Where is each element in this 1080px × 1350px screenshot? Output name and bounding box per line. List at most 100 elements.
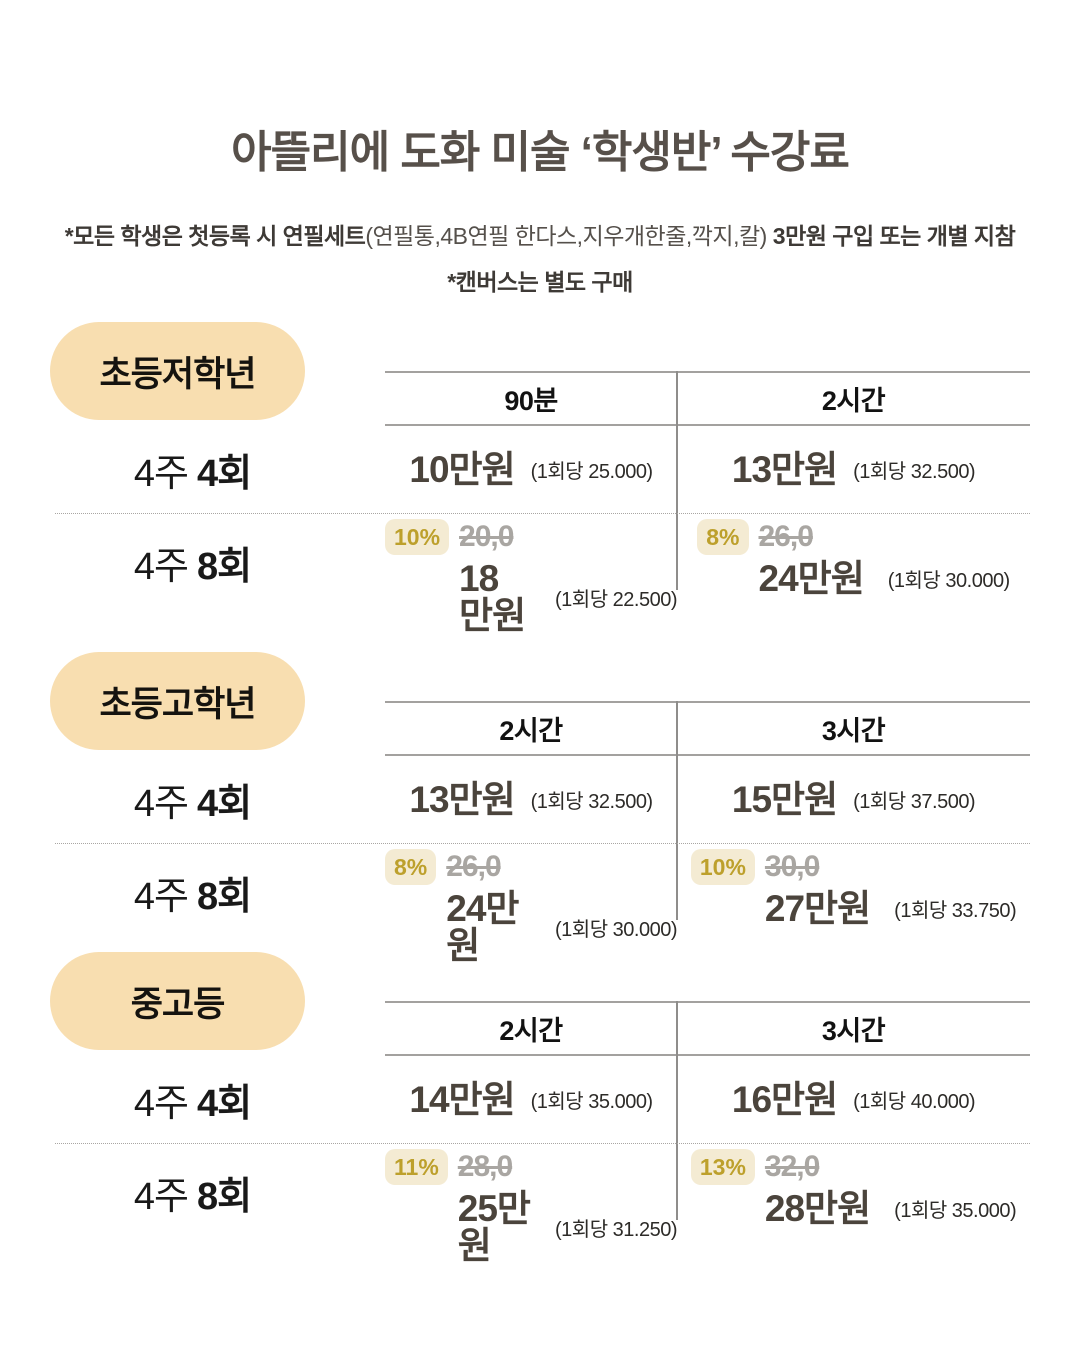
price-value: 24만원 <box>446 888 519 966</box>
column-divider <box>676 371 678 590</box>
per-session-price: (1회당 25.000) <box>530 461 653 483</box>
duration-header-row: 90분 2시간 <box>385 371 1030 426</box>
duration-header-row: 2시간 3시간 <box>385 701 1030 756</box>
original-price: 26,0 <box>758 520 814 553</box>
price-value: 13만원 <box>409 779 515 820</box>
row-label-weeks: 4주 <box>133 875 189 918</box>
per-session-price: (1회당 32.500) <box>853 461 976 483</box>
price-cell: 10만원 (1회당 25.000) <box>385 426 677 513</box>
per-session-price: (1회당 32.500) <box>530 791 653 813</box>
per-session-price: (1회당 37.500) <box>853 791 976 813</box>
discount-badge: 8% <box>385 849 437 885</box>
row-label: 4주 8회 <box>0 844 385 940</box>
price-cell-discounted: 8% 26,0 24만원 (1회당 30.000) <box>385 844 677 964</box>
price-cell: 16만원 (1회당 40.000) <box>677 1056 1030 1143</box>
per-session-price: (1회당 35.000) <box>530 1091 653 1113</box>
discount-badge: 8% <box>697 519 749 555</box>
row-label-count: 8회 <box>197 875 252 918</box>
row-label: 4주 4회 <box>0 756 385 843</box>
row-label: 4주 8회 <box>0 1144 385 1240</box>
row-label-weeks: 4주 <box>133 545 189 588</box>
per-session-price: (1회당 31.250) <box>555 1218 677 1241</box>
column-header-duration: 2시간 <box>821 386 886 416</box>
per-session-price: (1회당 33.750) <box>894 900 1017 922</box>
original-price: 32,0 <box>764 1150 820 1183</box>
page-title: 아뜰리에 도화 미술 ‘학생반’ 수강료 <box>231 128 850 177</box>
row-divider <box>55 1143 1030 1144</box>
row-label: 4주 4회 <box>0 426 385 513</box>
table-row: 4주 8회 8% 26,0 24만원 (1회당 30.000) 10% <box>0 844 1030 964</box>
per-session-price: (1회당 30.000) <box>887 570 1010 592</box>
price-value: 24만원 <box>758 558 865 599</box>
row-divider <box>55 513 1030 514</box>
note-pencil-set-price: 3만원 구입 또는 개별 지참 <box>772 223 1016 249</box>
discount-badge: 13% <box>690 1149 755 1185</box>
note-pencil-set-bold: *모든 학생은 첫등록 시 연필세트 <box>64 223 366 249</box>
table-row: 4주 4회 10만원 (1회당 25.000) 13만원 (1회당 32.500) <box>0 426 1030 513</box>
column-header-duration: 3시간 <box>821 1016 886 1046</box>
row-label: 4주 4회 <box>0 1056 385 1143</box>
discount-badge: 10% <box>385 519 450 555</box>
section-middle-high: 중고등 2시간 3시간 4주 4회 14만원 (1회당 35.000) 16만원 … <box>0 952 1080 1264</box>
original-price: 26,0 <box>446 850 501 883</box>
row-label: 4주 8회 <box>0 514 385 610</box>
row-label-weeks: 4주 <box>133 783 189 825</box>
discount-badge: 10% <box>690 849 755 885</box>
price-value: 14만원 <box>409 1079 515 1120</box>
table-row: 4주 4회 13만원 (1회당 32.500) 15만원 (1회당 37.500) <box>0 756 1030 843</box>
row-label-count: 4회 <box>197 1083 252 1125</box>
price-cell-discounted: 13% 32,0 28만원 (1회당 35.000) <box>677 1144 1030 1240</box>
discount-badge: 11% <box>385 1149 448 1185</box>
price-value: 10만원 <box>409 449 515 490</box>
column-divider <box>676 701 678 920</box>
price-value: 18만원 <box>459 558 526 636</box>
price-cell: 14만원 (1회당 35.000) <box>385 1056 677 1143</box>
price-cell: 13만원 (1회당 32.500) <box>385 756 677 843</box>
price-cell-discounted: 10% 20,0 18만원 (1회당 22.500) <box>385 514 677 634</box>
original-price: 28,0 <box>457 1150 513 1183</box>
per-session-price: (1회당 40.000) <box>853 1091 976 1113</box>
row-label-count: 8회 <box>197 545 252 588</box>
row-label-count: 4회 <box>197 453 252 495</box>
row-label-weeks: 4주 <box>133 1083 189 1125</box>
row-divider <box>55 843 1030 844</box>
price-value: 25만원 <box>457 1188 531 1266</box>
column-header-duration: 3시간 <box>821 716 886 746</box>
row-label-count: 4회 <box>197 783 252 825</box>
row-label-count: 8회 <box>197 1175 252 1218</box>
section-badge: 초등저학년 <box>50 322 305 420</box>
section-badge-label: 중고등 <box>130 984 226 1024</box>
original-price: 30,0 <box>764 850 820 883</box>
price-cell: 15만원 (1회당 37.500) <box>677 756 1030 843</box>
price-value: 15만원 <box>731 779 838 820</box>
row-label-weeks: 4주 <box>133 453 189 495</box>
price-value: 27만원 <box>764 888 871 929</box>
section-badge-label: 초등저학년 <box>99 354 256 394</box>
price-value: 28만원 <box>764 1188 871 1229</box>
table-row: 4주 8회 11% 28,0 25만원 (1회당 31.250) 13% <box>0 1144 1030 1264</box>
section-elementary-lower: 초등저학년 90분 2시간 4주 4회 10만원 (1회당 25.000) 13만… <box>0 322 1080 634</box>
note-canvas: *캔버스는 별도 구매 <box>447 269 633 295</box>
duration-header-row: 2시간 3시간 <box>385 1001 1030 1056</box>
per-session-price: (1회당 35.000) <box>894 1200 1017 1222</box>
column-header-duration: 2시간 <box>499 1016 563 1046</box>
section-badge: 초등고학년 <box>50 652 305 750</box>
note-pencil-set: *모든 학생은 첫등록 시 연필세트(연필통,4B연필 한다스,지우개한줄,깍지… <box>0 217 1080 251</box>
price-cell-discounted: 11% 28,0 25만원 (1회당 31.250) <box>385 1144 677 1264</box>
note-pencil-set-detail: (연필통,4B연필 한다스,지우개한줄,깍지,칼) <box>365 223 767 249</box>
section-elementary-upper: 초등고학년 2시간 3시간 4주 4회 13만원 (1회당 32.500) 15만… <box>0 652 1080 964</box>
price-cell-discounted: 8% 26,0 24만원 (1회당 30.000) <box>677 514 1030 610</box>
price-cell: 13만원 (1회당 32.500) <box>677 426 1030 513</box>
per-session-price: (1회당 22.500) <box>555 588 677 611</box>
column-divider <box>676 1001 678 1220</box>
price-value: 16만원 <box>731 1079 838 1120</box>
price-value: 13만원 <box>731 449 838 490</box>
table-row: 4주 8회 10% 20,0 18만원 (1회당 22.500) 8% <box>0 514 1030 634</box>
table-row: 4주 4회 14만원 (1회당 35.000) 16만원 (1회당 40.000) <box>0 1056 1030 1143</box>
section-badge-label: 초등고학년 <box>99 684 256 724</box>
section-badge: 중고등 <box>50 952 305 1050</box>
column-header-duration: 90분 <box>504 386 558 416</box>
row-label-weeks: 4주 <box>133 1175 189 1218</box>
column-header-duration: 2시간 <box>499 716 563 746</box>
